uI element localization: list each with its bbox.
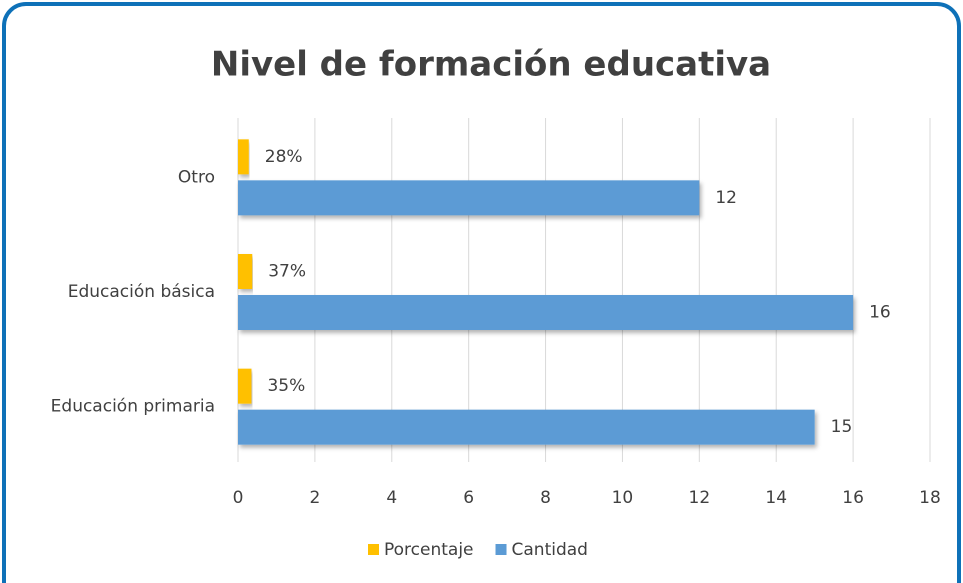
- bar: [238, 139, 249, 175]
- bar: [238, 368, 252, 404]
- x-tick-label: 8: [540, 488, 551, 508]
- x-tick-label: 6: [463, 488, 474, 508]
- legend-swatch: [495, 544, 507, 555]
- value-label: 37%: [268, 262, 306, 282]
- value-label: 28%: [265, 147, 303, 167]
- x-tick-label: 0: [233, 488, 244, 508]
- x-tick-label: 12: [689, 488, 711, 508]
- x-tick-label: 18: [919, 488, 941, 508]
- value-label: 12: [715, 188, 737, 208]
- x-tick-label: 16: [842, 488, 864, 508]
- bar: [238, 254, 253, 289]
- chart-title: Nivel de formación educativa: [211, 45, 771, 85]
- bar: [238, 295, 854, 330]
- y-tick-label: Educación primaria: [51, 397, 215, 417]
- x-tick-label: 14: [765, 488, 787, 508]
- y-tick-label: Otro: [178, 167, 215, 187]
- value-label: 35%: [267, 376, 305, 396]
- bar: [238, 409, 815, 445]
- y-tick-label: Educación básica: [68, 282, 215, 302]
- x-tick-label: 2: [309, 488, 320, 508]
- legend-swatch: [368, 544, 379, 555]
- legend-label: Cantidad: [512, 540, 588, 560]
- x-tick-label: 10: [612, 488, 634, 508]
- legend-label: Porcentaje: [384, 540, 474, 560]
- value-label: 15: [831, 417, 853, 437]
- bar: [238, 180, 700, 216]
- x-tick-label: 4: [386, 488, 397, 508]
- value-label: 16: [869, 303, 891, 323]
